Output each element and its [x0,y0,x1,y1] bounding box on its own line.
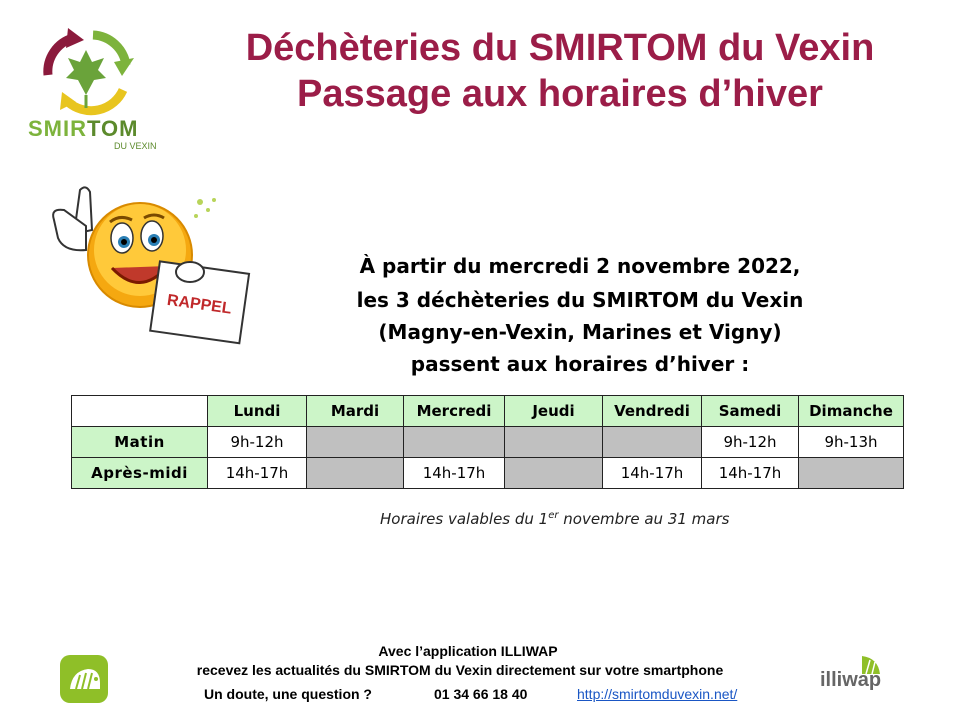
closed-cell [403,426,505,458]
day-header: Jeudi [504,395,603,427]
smiley-reminder-illustration: RAPPEL [40,180,270,360]
schedule-cell: 14h-17h [602,457,702,489]
footer-news-line: recevez les actualités du SMIRTOM du Vex… [196,662,724,678]
schedule-cell: 9h-12h [701,426,799,458]
illiwap-wordmark: illiwap [820,669,881,691]
logo-subtitle: DU VEXIN [114,141,157,151]
day-header: Dimanche [798,395,904,427]
table-row: Matin 9h-12h 9h-12h 9h-13h [71,426,904,458]
schedule-cell: 9h-13h [798,426,904,458]
announcement-line-2: les 3 déchèteries du SMIRTOM du Vexin [356,288,804,312]
day-header: Mardi [306,395,404,427]
page-subtitle: Passage aux horaires d’hiver [297,73,823,115]
closed-cell [306,457,404,489]
day-header: Vendredi [602,395,702,427]
closed-cell [504,457,603,489]
footer-app-line: Avec l’application ILLIWAP [378,643,558,659]
smirtom-logo: SMIRTOM DU VEXIN [18,20,168,151]
announcement-line-4: passent aux horaires d’hiver : [410,352,750,376]
illiwap-app-icon [60,655,108,703]
announcement-line-1: À partir du mercredi 2 novembre 2022, [359,254,801,278]
closed-cell [504,426,603,458]
table-row: Après-midi 14h-17h 14h-17h 14h-17h 14h-1… [71,457,904,489]
illiwap-logo: illiwap [818,652,888,700]
schedule-cell: 14h-17h [701,457,799,489]
day-header: Mercredi [403,395,505,427]
schedule-table: Lundi Mardi Mercredi Jeudi Vendredi Same… [71,395,904,489]
announcement-line-3: (Magny-en-Vexin, Marines et Vigny) [378,320,782,344]
schedule-cell: 9h-12h [207,426,307,458]
closed-cell [602,426,702,458]
schedule-cell: 14h-17h [207,457,307,489]
footer-phone: 01 34 66 18 40 [434,686,528,702]
recycle-leaf-icon [43,28,134,116]
day-header: Samedi [701,395,799,427]
row-header: Matin [71,426,208,458]
day-header: Lundi [207,395,307,427]
schedule-cell: 14h-17h [403,457,505,489]
validity-note: Horaires valables du 1er novembre au 31 … [380,510,730,528]
closed-cell [306,426,404,458]
footer-question-label: Un doute, une question ? [204,686,372,702]
logo-name: SMIRTOM [28,116,139,141]
page-title: Déchèteries du SMIRTOM du Vexin [245,27,875,69]
row-header: Après-midi [71,457,208,489]
closed-cell [798,457,904,489]
table-corner-cell [71,395,208,427]
table-header-row: Lundi Mardi Mercredi Jeudi Vendredi Same… [71,395,904,427]
website-link[interactable]: http://smirtomduvexin.net/ [577,686,738,702]
